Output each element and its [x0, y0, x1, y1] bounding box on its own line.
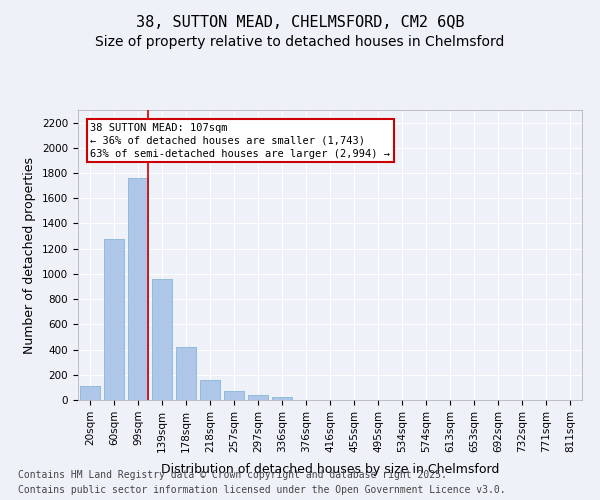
Bar [80, 386, 100, 400]
Bar [152, 279, 172, 400]
Y-axis label: Number of detached properties: Number of detached properties [23, 156, 37, 354]
Bar [104, 238, 124, 400]
Text: Contains public sector information licensed under the Open Government Licence v3: Contains public sector information licen… [18, 485, 506, 495]
Text: Contains HM Land Registry data © Crown copyright and database right 2025.: Contains HM Land Registry data © Crown c… [18, 470, 447, 480]
Text: Size of property relative to detached houses in Chelmsford: Size of property relative to detached ho… [95, 35, 505, 49]
Bar [128, 178, 148, 400]
Bar [272, 398, 292, 400]
Text: 38 SUTTON MEAD: 107sqm
← 36% of detached houses are smaller (1,743)
63% of semi-: 38 SUTTON MEAD: 107sqm ← 36% of detached… [91, 122, 391, 159]
Bar [176, 347, 196, 400]
Bar [224, 391, 244, 400]
Bar [200, 380, 220, 400]
Bar [248, 395, 268, 400]
X-axis label: Distribution of detached houses by size in Chelmsford: Distribution of detached houses by size … [161, 463, 499, 476]
Text: 38, SUTTON MEAD, CHELMSFORD, CM2 6QB: 38, SUTTON MEAD, CHELMSFORD, CM2 6QB [136, 15, 464, 30]
